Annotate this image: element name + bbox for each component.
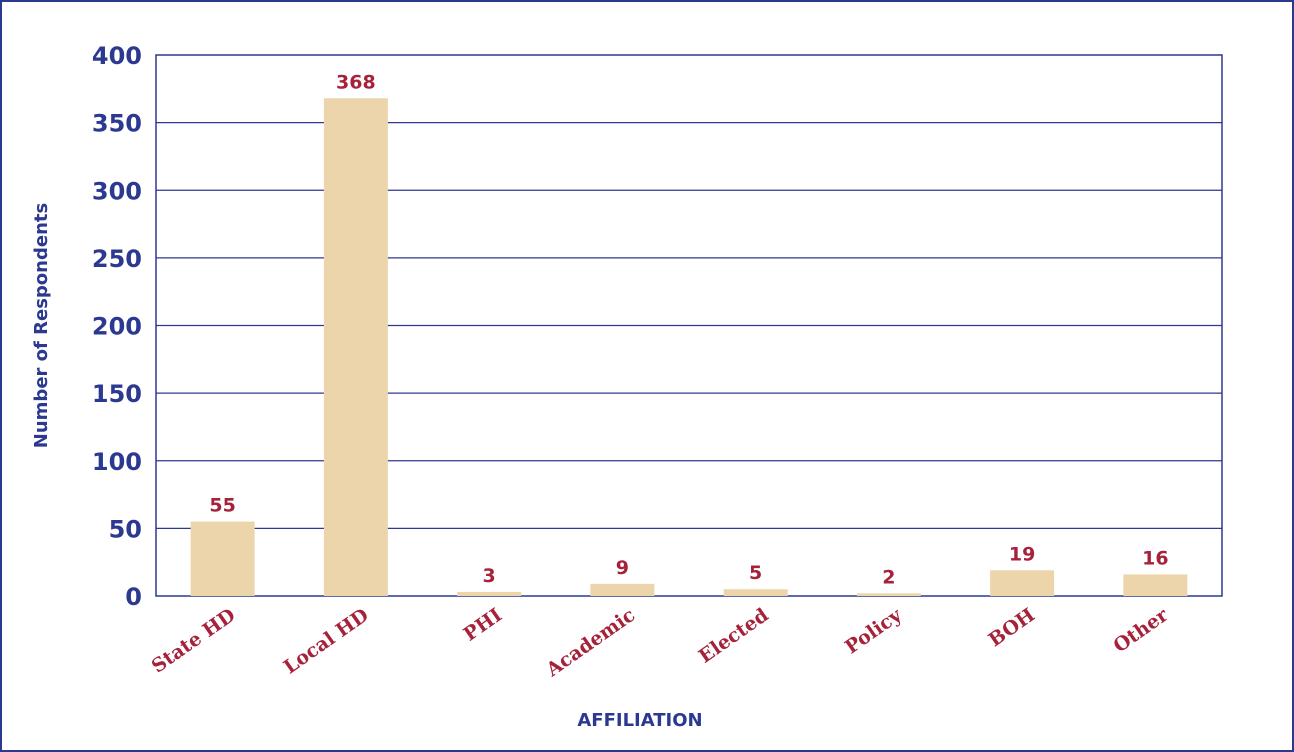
data-label: 16 <box>1142 547 1168 569</box>
x-tick-label: PHI <box>460 604 506 646</box>
y-tick-label: 200 <box>92 313 142 341</box>
y-tick-label: 50 <box>109 515 142 543</box>
data-label: 5 <box>749 562 762 584</box>
x-axis-tick-labels: State HD Local HD PHI Academic Elected Policy… <box>148 604 1173 682</box>
y-tick-label: 350 <box>92 110 142 138</box>
y-axis-tick-labels: 0 50 100 150 200 250 300 350 400 <box>92 42 142 611</box>
bar-local-hd <box>323 98 388 596</box>
x-axis-title: AFFILIATION <box>577 710 702 731</box>
x-tick-label: BOH <box>985 604 1039 651</box>
x-tick-label: Local HD <box>280 604 373 678</box>
gridlines <box>156 122 1222 529</box>
x-tick-label: Elected <box>695 604 773 668</box>
bar-other <box>1123 574 1188 596</box>
data-label: 368 <box>336 71 376 93</box>
data-label: 19 <box>1009 543 1035 565</box>
bar-state-hd <box>190 521 255 596</box>
plot-area <box>155 54 1223 597</box>
x-tick-label: State HD <box>148 604 240 677</box>
bars <box>190 98 1188 596</box>
bar-policy <box>856 593 921 596</box>
data-labels: 55 368 3 9 5 2 19 16 <box>209 71 1168 588</box>
y-tick-label: 100 <box>92 448 142 476</box>
bar-academic <box>590 583 655 596</box>
y-tick-label: 400 <box>92 42 142 70</box>
data-label: 55 <box>209 495 235 517</box>
x-tick-label: Policy <box>841 604 906 659</box>
bar-boh <box>990 570 1055 596</box>
y-tick-label: 150 <box>92 380 142 408</box>
y-tick-label: 250 <box>92 245 142 273</box>
y-axis-title: Number of Respondents <box>31 203 52 448</box>
data-label: 2 <box>882 566 895 588</box>
bar-phi <box>457 591 522 596</box>
bar-elected <box>723 589 788 596</box>
data-label: 9 <box>616 557 629 579</box>
y-tick-label: 0 <box>125 583 142 611</box>
x-tick-label: Academic <box>542 604 640 682</box>
data-label: 3 <box>483 565 496 587</box>
y-tick-label: 300 <box>92 177 142 205</box>
x-tick-label: Other <box>1109 604 1173 658</box>
